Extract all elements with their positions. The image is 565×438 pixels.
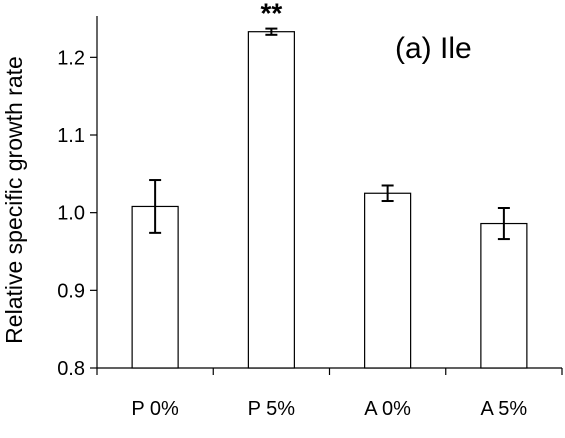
bar: [247, 31, 295, 369]
panel-label: (a) Ile: [395, 32, 472, 65]
bar: [480, 222, 528, 369]
plot-area: 0.8 0.9 1.0 1.1 1.2 P 0% P 5% ** A 0% A 5%: [57, 0, 563, 420]
y-axis-label: Relative specific growth rate: [1, 56, 27, 344]
y-tick-label: 1.2: [57, 47, 85, 69]
significance-marker: **: [260, 0, 282, 29]
x-tick-label: P 5%: [248, 398, 296, 420]
x-tick-label: A 5%: [481, 398, 528, 420]
y-tick-label: 0.9: [57, 280, 85, 302]
y-tick-label: 1.1: [57, 125, 85, 147]
y-tick-label: 0.8: [57, 358, 85, 380]
bar: [364, 192, 412, 369]
x-tick-label: P 0%: [131, 398, 179, 420]
y-tick-label: 1.0: [57, 203, 85, 225]
x-tick-label: A 0%: [364, 398, 411, 420]
